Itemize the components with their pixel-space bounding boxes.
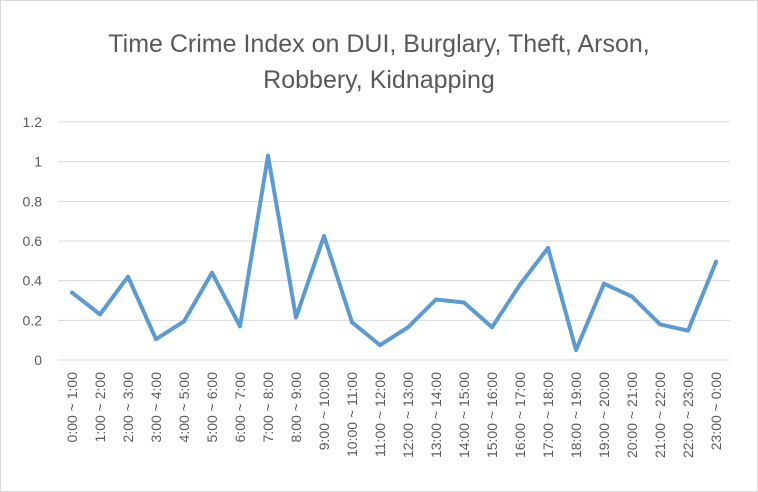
y-tick-label: 1.2 [23, 114, 43, 130]
x-tick-label: 11:00 ~ 12:00 [372, 372, 388, 457]
data-point [350, 320, 354, 325]
x-tick-label: 0:00 ~ 1:00 [64, 372, 80, 443]
y-tick-label: 0.4 [23, 273, 43, 289]
data-point [490, 325, 494, 330]
y-tick-label: 0.8 [23, 193, 43, 209]
series-line [70, 153, 718, 353]
x-tick-label: 9:00 ~ 10:00 [316, 372, 332, 450]
data-point [238, 324, 242, 329]
x-tick-label: 3:00 ~ 4:00 [148, 372, 164, 443]
data-point [154, 337, 158, 342]
x-tick-label: 5:00 ~ 6:00 [204, 372, 220, 443]
x-tick-label: 12:00 ~ 13:00 [400, 372, 416, 458]
data-point [294, 315, 298, 320]
x-tick-label: 6:00 ~ 7:00 [232, 372, 248, 443]
x-tick-label: 23:00 ~ 0:00 [708, 372, 724, 450]
y-axis-ticks: 0 0.2 0.4 0.6 0.8 1 1.2 [23, 114, 43, 368]
data-point [434, 297, 438, 302]
data-point [630, 294, 634, 299]
y-tick-label: 1 [34, 154, 42, 170]
data-point [70, 290, 74, 295]
x-tick-label: 16:00 ~ 17:00 [512, 372, 528, 458]
gridlines [58, 121, 730, 361]
data-point [462, 300, 466, 305]
x-tick-label: 10:00 ~ 11:00 [344, 372, 360, 457]
data-point [714, 259, 718, 264]
data-point [210, 270, 214, 275]
data-point [686, 328, 690, 333]
data-point [126, 274, 130, 279]
data-point [182, 319, 186, 324]
chart-title-line-2: Robbery, Kidnapping [263, 66, 495, 94]
x-tick-label: 22:00 ~ 23:00 [680, 372, 696, 458]
x-tick-label: 14:00 ~ 15:00 [456, 372, 472, 458]
x-tick-label: 17:00 ~ 18:00 [540, 372, 556, 458]
x-axis-ticks: 0:00 ~ 1:00 1:00 ~ 2:00 2:00 ~ 3:00 3:00 ~ … [64, 372, 724, 458]
x-tick-label: 13:00 ~ 14:00 [428, 372, 444, 458]
x-tick-label: 1:00 ~ 2:00 [92, 372, 108, 443]
data-point [378, 343, 382, 348]
x-tick-label: 21:00 ~ 22:00 [652, 372, 668, 458]
x-tick-label: 18:00 ~ 19:00 [568, 372, 584, 458]
data-point [322, 234, 326, 239]
data-point [518, 282, 522, 287]
x-tick-label: 4:00 ~ 5:00 [176, 372, 192, 443]
data-point [602, 281, 606, 286]
series-group [70, 153, 718, 353]
y-tick-label: 0.2 [23, 312, 43, 328]
data-point [574, 348, 578, 353]
data-point [98, 312, 102, 317]
chart-title-line-1: Time Crime Index on DUI, Burglary, Theft… [108, 30, 650, 58]
data-point [658, 322, 662, 327]
x-tick-label: 19:00 ~ 20:00 [596, 372, 612, 458]
data-point [546, 245, 550, 250]
data-point [406, 325, 410, 330]
x-tick-label: 7:00 ~ 8:00 [260, 372, 276, 443]
x-tick-label: 2:00 ~ 3:00 [120, 372, 136, 443]
x-tick-label: 20:00 ~ 21:00 [624, 372, 640, 458]
x-tick-label: 15:00 ~ 16:00 [484, 372, 500, 458]
y-tick-label: 0 [34, 352, 42, 368]
chart-title: Time Crime Index on DUI, Burglary, Theft… [0, 26, 758, 98]
data-point [266, 153, 270, 158]
y-tick-label: 0.6 [23, 233, 43, 249]
x-tick-label: 8:00 ~ 9:00 [288, 372, 304, 443]
